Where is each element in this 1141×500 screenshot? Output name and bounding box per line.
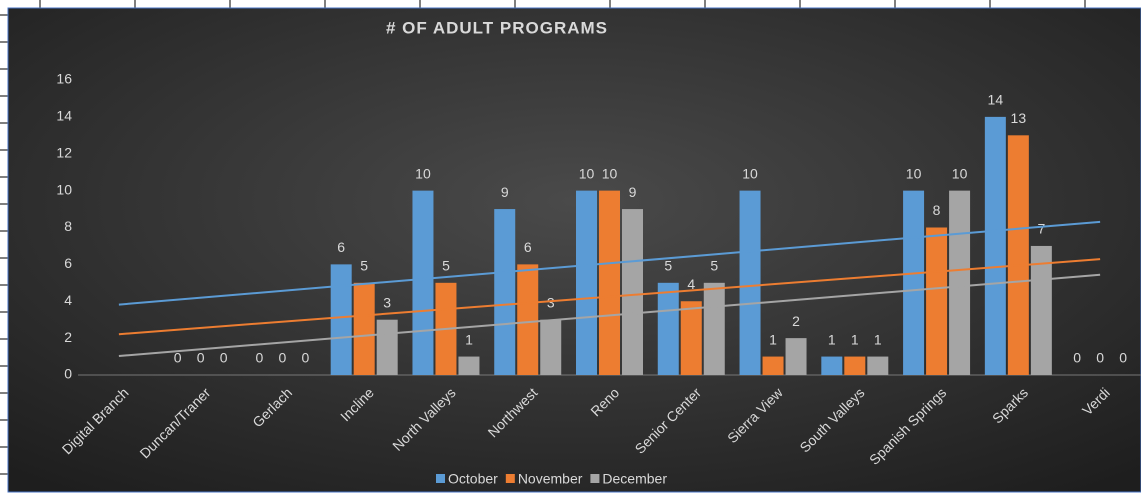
y-tick-label: 6 (64, 255, 72, 271)
bar (353, 282, 375, 375)
data-label: 5 (442, 258, 450, 274)
data-label: 4 (687, 276, 695, 292)
spreadsheet-grid (0, 0, 1086, 475)
legend-label: November (518, 471, 583, 487)
bar (762, 356, 784, 375)
bar (1007, 135, 1029, 375)
data-label: 0 (174, 350, 182, 366)
bar (657, 282, 679, 375)
bar (785, 338, 807, 375)
data-label: 14 (988, 92, 1004, 108)
trendline (118, 258, 1101, 336)
data-label: 0 (1119, 350, 1127, 366)
bar (494, 209, 516, 375)
y-tick-label: 12 (56, 144, 72, 160)
bar (739, 190, 761, 375)
data-label: 5 (710, 258, 718, 274)
data-label: 3 (547, 294, 555, 310)
bar (926, 227, 948, 375)
bar (540, 319, 562, 375)
data-label: 1 (769, 331, 777, 347)
bar (412, 190, 434, 375)
data-label: 0 (1073, 350, 1081, 366)
trendline (118, 220, 1101, 306)
bar (622, 209, 643, 375)
bar (376, 319, 398, 375)
y-tick-label: 2 (64, 329, 72, 345)
data-label: 10 (579, 165, 595, 181)
data-label: 0 (302, 350, 310, 366)
y-tick-label: 10 (56, 181, 72, 197)
data-label: 1 (828, 331, 836, 347)
data-label: 0 (279, 350, 287, 366)
data-label: 6 (524, 239, 532, 255)
data-label: 8 (933, 202, 941, 218)
legend-label: October (448, 471, 498, 487)
data-label: 0 (220, 350, 228, 366)
bar (867, 356, 889, 375)
legend-swatch (590, 474, 600, 483)
data-label: 2 (792, 313, 800, 329)
trendline (118, 273, 1101, 358)
bar (903, 190, 925, 375)
data-label: 10 (742, 165, 758, 181)
y-tick-label: 8 (64, 218, 72, 234)
data-label: 7 (1037, 221, 1045, 237)
bar (680, 301, 702, 375)
data-label: 1 (851, 331, 859, 347)
data-label: 9 (629, 184, 637, 200)
data-label: 6 (337, 239, 345, 255)
bar (821, 356, 843, 375)
bar (517, 264, 539, 375)
bar (703, 282, 725, 375)
legend-label: December (602, 471, 667, 487)
chart-title: # OF ADULT PROGRAMS (386, 18, 608, 37)
bar (576, 190, 597, 375)
data-label: 1 (874, 331, 882, 347)
bar (330, 264, 352, 375)
data-label: 0 (197, 350, 205, 366)
data-label: 10 (602, 165, 618, 181)
data-label: 5 (664, 258, 672, 274)
data-label: 13 (1011, 110, 1027, 126)
bar (599, 190, 620, 375)
legend-swatch (436, 474, 445, 483)
y-tick-label: 16 (56, 71, 72, 87)
data-label: 0 (256, 350, 264, 366)
data-label: 9 (501, 184, 509, 200)
bar (949, 190, 971, 375)
data-label: 3 (383, 294, 391, 310)
y-tick-label: 0 (64, 366, 72, 382)
y-tick-label: 14 (56, 108, 72, 124)
y-tick-label: 4 (64, 292, 72, 308)
data-label: 10 (415, 165, 431, 181)
legend-swatch (505, 474, 515, 483)
data-label: 1 (465, 331, 473, 347)
bar (1030, 245, 1052, 375)
data-label: 0 (1096, 350, 1104, 366)
data-label: 10 (952, 165, 968, 181)
bar (458, 356, 480, 375)
bar (844, 356, 866, 375)
data-label: 10 (906, 165, 922, 181)
bar (984, 116, 1006, 375)
data-label: 5 (360, 258, 368, 274)
